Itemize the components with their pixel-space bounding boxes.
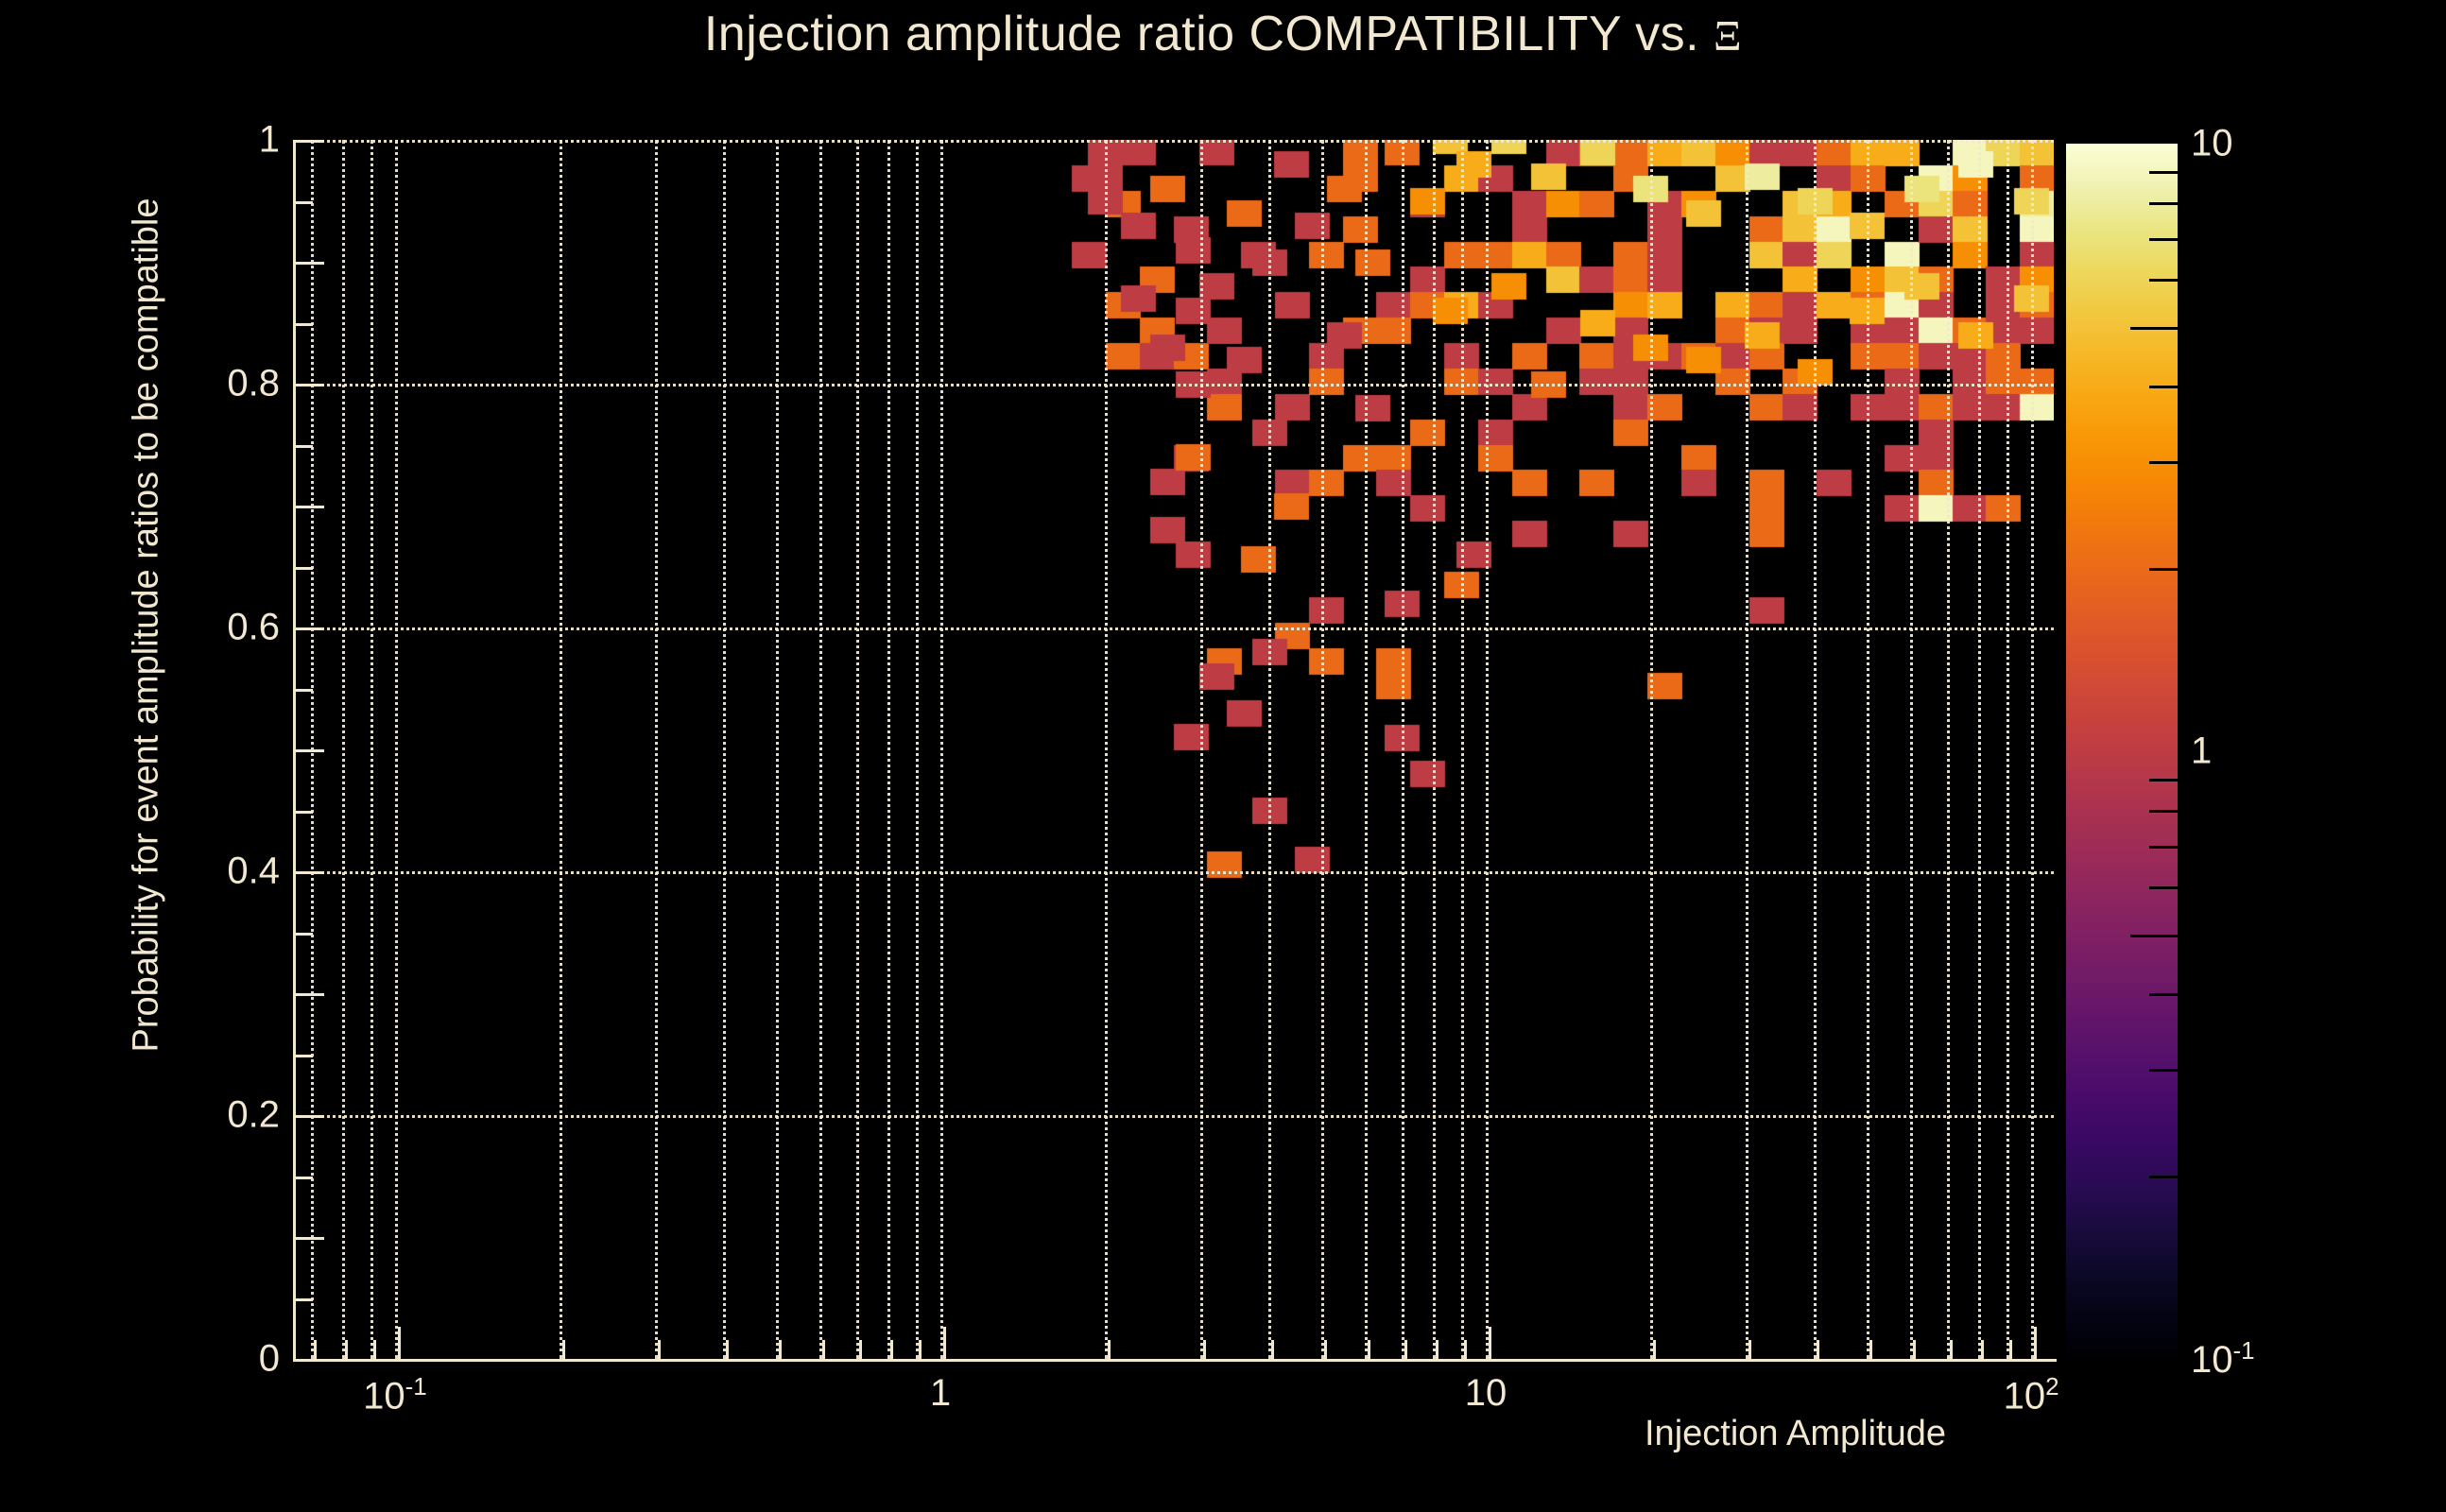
page-title-text: Injection amplitude ratio COMPATIBILITY … <box>703 7 1714 61</box>
y-axis-tick <box>296 1359 324 1362</box>
grid-line-vertical <box>1401 140 1404 1359</box>
colorbar-tick <box>2149 237 2178 241</box>
heatmap-plot-area <box>293 140 2054 1359</box>
y-axis-tick-label: 0 <box>258 1337 280 1380</box>
y-axis-title: Probability for event amplitude ratios t… <box>126 198 166 1053</box>
x-axis-tick-labels: 10-1 1 10 102 <box>293 1372 2058 1429</box>
xi-symbol: Ξ <box>1714 11 1743 60</box>
y-axis-tick-label: 0.6 <box>227 606 280 648</box>
colorbar-tick <box>2149 1176 2178 1179</box>
grid-line-vertical <box>1104 140 1108 1359</box>
grid-line-vertical <box>1486 140 1490 1359</box>
grid-line-vertical <box>887 140 891 1359</box>
grid-line-vertical <box>342 140 346 1359</box>
grid-line-vertical <box>1814 140 1817 1359</box>
grid-line-horizontal <box>293 384 2054 387</box>
grid-line-horizontal <box>293 871 2054 874</box>
colorbar-tick <box>2149 202 2178 206</box>
grid-line-vertical <box>915 140 919 1359</box>
grid-line-horizontal <box>293 627 2054 630</box>
grid-line-vertical <box>310 140 314 1359</box>
x-axis-title: Injection Amplitude <box>1645 1414 1946 1453</box>
colorbar-tick <box>2149 810 2178 814</box>
colorbar-tick <box>2130 326 2178 330</box>
grid-line-vertical <box>1746 140 1749 1359</box>
grid-line-vertical <box>394 140 398 1359</box>
colorbar-tick <box>2149 845 2178 849</box>
grid-line-horizontal <box>293 1115 2054 1118</box>
grid-line-vertical <box>1321 140 1325 1359</box>
grid-line-vertical <box>1910 140 1914 1359</box>
grid-line-vertical <box>655 140 659 1359</box>
colorbar-tick <box>2149 385 2178 388</box>
grid-line-vertical <box>940 140 943 1359</box>
colorbar-tick <box>2149 568 2178 572</box>
grid-line-vertical <box>1460 140 1464 1359</box>
y-axis-tick-label: 0.8 <box>227 362 280 404</box>
y-axis-tick-label: 0.4 <box>227 850 280 892</box>
y-axis-tick-labels: 0 0.2 0.4 0.6 0.8 1 <box>0 119 280 1380</box>
grid-line-vertical <box>1268 140 1272 1359</box>
colorbar-tick-label: 10-1 <box>2191 1335 2255 1382</box>
grid-line-vertical <box>723 140 727 1359</box>
x-axis-tick-label: 1 <box>929 1372 952 1414</box>
colorbar-tick <box>2149 992 2178 996</box>
heatmap-cells <box>293 140 2054 1359</box>
grid-line-vertical <box>1867 140 1870 1359</box>
grid-line-horizontal <box>293 140 2054 143</box>
colorbar-tick <box>2149 885 2178 889</box>
grid-line-vertical <box>1946 140 1950 1359</box>
y-axis-tick-label: 1 <box>258 118 280 161</box>
grid-line-vertical <box>1978 140 1982 1359</box>
grid-line-vertical <box>855 140 859 1359</box>
x-axis-tick-label: 10 <box>1464 1372 1507 1414</box>
colorbar-gradient <box>2066 144 2178 1359</box>
grid-line-vertical <box>2006 140 2009 1359</box>
grid-line-vertical <box>559 140 562 1359</box>
colorbar-tick <box>2149 171 2178 175</box>
y-axis-tick-label: 0.2 <box>227 1093 280 1136</box>
grid-line-vertical <box>1649 140 1653 1359</box>
colorbar-tick <box>2130 934 2178 937</box>
colorbar-tick-label: 10 <box>2191 122 2233 164</box>
grid-line-vertical <box>1200 140 1204 1359</box>
grid-line-vertical <box>2031 140 2035 1359</box>
grid-line-vertical <box>818 140 822 1359</box>
grid-line-vertical <box>776 140 780 1359</box>
x-axis-tick-label: 102 <box>2003 1372 2059 1418</box>
colorbar-tick <box>2149 1069 2178 1073</box>
grid-line-vertical <box>370 140 373 1359</box>
colorbar-tick <box>2149 779 2178 782</box>
grid-line-vertical <box>1433 140 1437 1359</box>
colorbar-tick <box>2149 278 2178 282</box>
grid-line-vertical <box>1365 140 1369 1359</box>
y-axis-title-wrap: Probability for event amplitude ratios t… <box>52 113 166 1058</box>
colorbar <box>2066 144 2178 1359</box>
page-title: Injection amplitude ratio COMPATIBILITY … <box>0 6 2446 62</box>
colorbar-tick <box>2149 461 2178 465</box>
x-axis-tick-label: 10-1 <box>363 1372 427 1418</box>
colorbar-tick-label: 1 <box>2191 730 2213 772</box>
